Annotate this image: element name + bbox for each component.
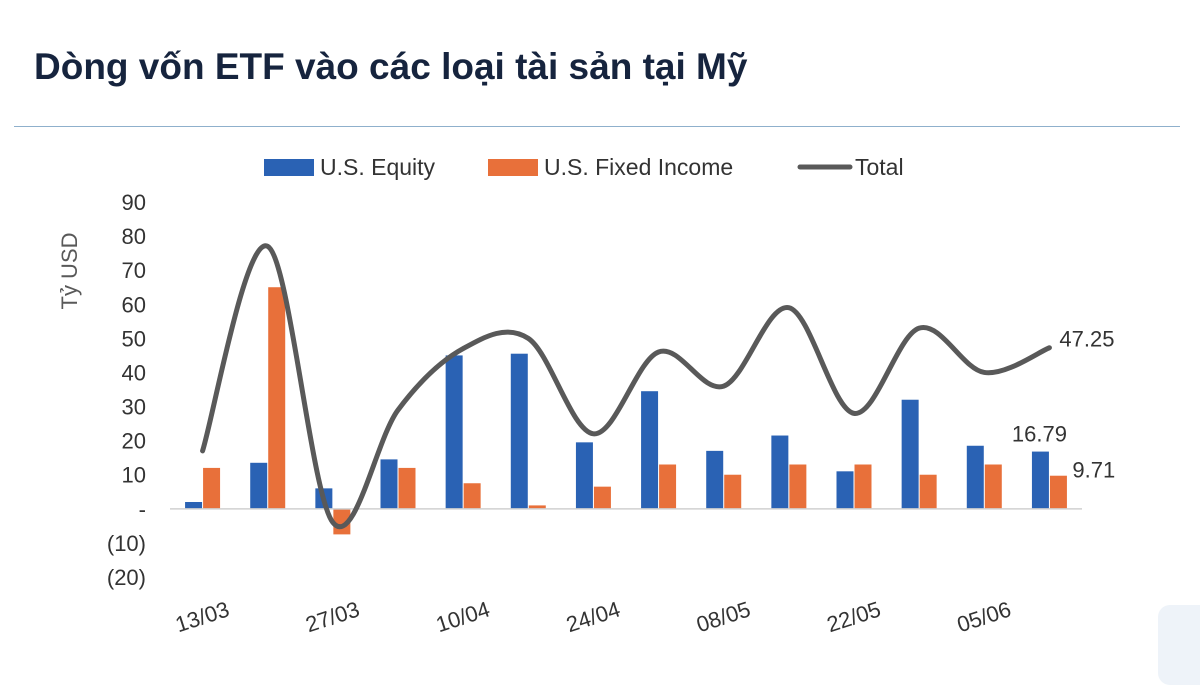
y-tick-label: 10 [122,463,146,488]
bar-us-equity [1032,452,1049,509]
bar-us-equity [837,471,854,509]
bar-us-fixed-income [399,468,416,509]
bar-us-fixed-income [659,465,676,509]
bar-us-equity [185,502,202,509]
legend-swatch [488,159,538,176]
bar-us-equity [511,354,528,509]
bar-us-fixed-income [855,465,872,509]
bar-us-fixed-income [920,475,937,509]
bar-us-equity [771,436,788,509]
y-tick-label: 80 [122,224,146,249]
y-tick-label: - [139,497,146,522]
bar-us-fixed-income [464,483,481,509]
legend-swatch [264,159,314,176]
data-label: 16.79 [1012,422,1067,447]
x-tick-label: 05/06 [954,596,1014,637]
y-tick-label: 40 [122,360,146,385]
x-tick-label: 10/04 [433,596,493,637]
bar-us-fixed-income [203,468,220,509]
bar-us-equity [641,391,658,509]
y-tick-label: 70 [122,258,146,283]
bar-us-fixed-income [789,465,806,509]
bar-us-equity [902,400,919,509]
x-tick-label: 24/04 [563,596,623,637]
legend-label: U.S. Equity [320,154,436,180]
bar-us-equity [967,446,984,509]
legend-label: U.S. Fixed Income [544,154,733,180]
bar-us-fixed-income [985,465,1002,509]
x-tick-label: 13/03 [172,596,232,637]
etf-flow-chart: U.S. Equity U.S. Fixed Income Total 90 80 70… [0,0,1200,671]
bar-us-equity [576,442,593,508]
bar-us-fixed-income [1050,476,1067,509]
bar-us-equity [381,459,398,508]
bar-us-equity [250,463,267,509]
x-tick-label: 22/05 [824,596,884,637]
y-tick-label: (10) [107,531,146,556]
x-tick-label: 08/05 [693,596,753,637]
data-labels: 47.25 16.799.71 [1012,327,1115,483]
y-tick-label: 60 [122,292,146,317]
corner-decoration [1158,605,1200,685]
y-tick-label: (20) [107,565,146,590]
bar-us-fixed-income [724,475,741,509]
bar-us-fixed-income [268,287,285,509]
y-tick-label: 50 [122,326,146,351]
bar-us-equity [706,451,723,509]
y-tick-label: 30 [122,395,146,420]
y-tick-label: 20 [122,429,146,454]
data-label: 9.71 [1072,458,1115,483]
y-tick-label: 90 [122,190,146,215]
x-tick-label: 27/03 [302,596,362,637]
bar-series-group [185,287,1067,534]
y-axis: 90 80 70 60 50 40 30 20 10 - (10) (20) [107,190,146,590]
bar-us-equity [446,355,463,508]
x-axis: 13/03 27/03 10/04 24/04 08/05 22/05 05/06 [172,596,1014,637]
chart-legend: U.S. Equity U.S. Fixed Income Total [264,154,904,180]
legend-label: Total [855,154,904,180]
bar-us-fixed-income [594,487,611,509]
data-label: 47.25 [1059,327,1114,352]
